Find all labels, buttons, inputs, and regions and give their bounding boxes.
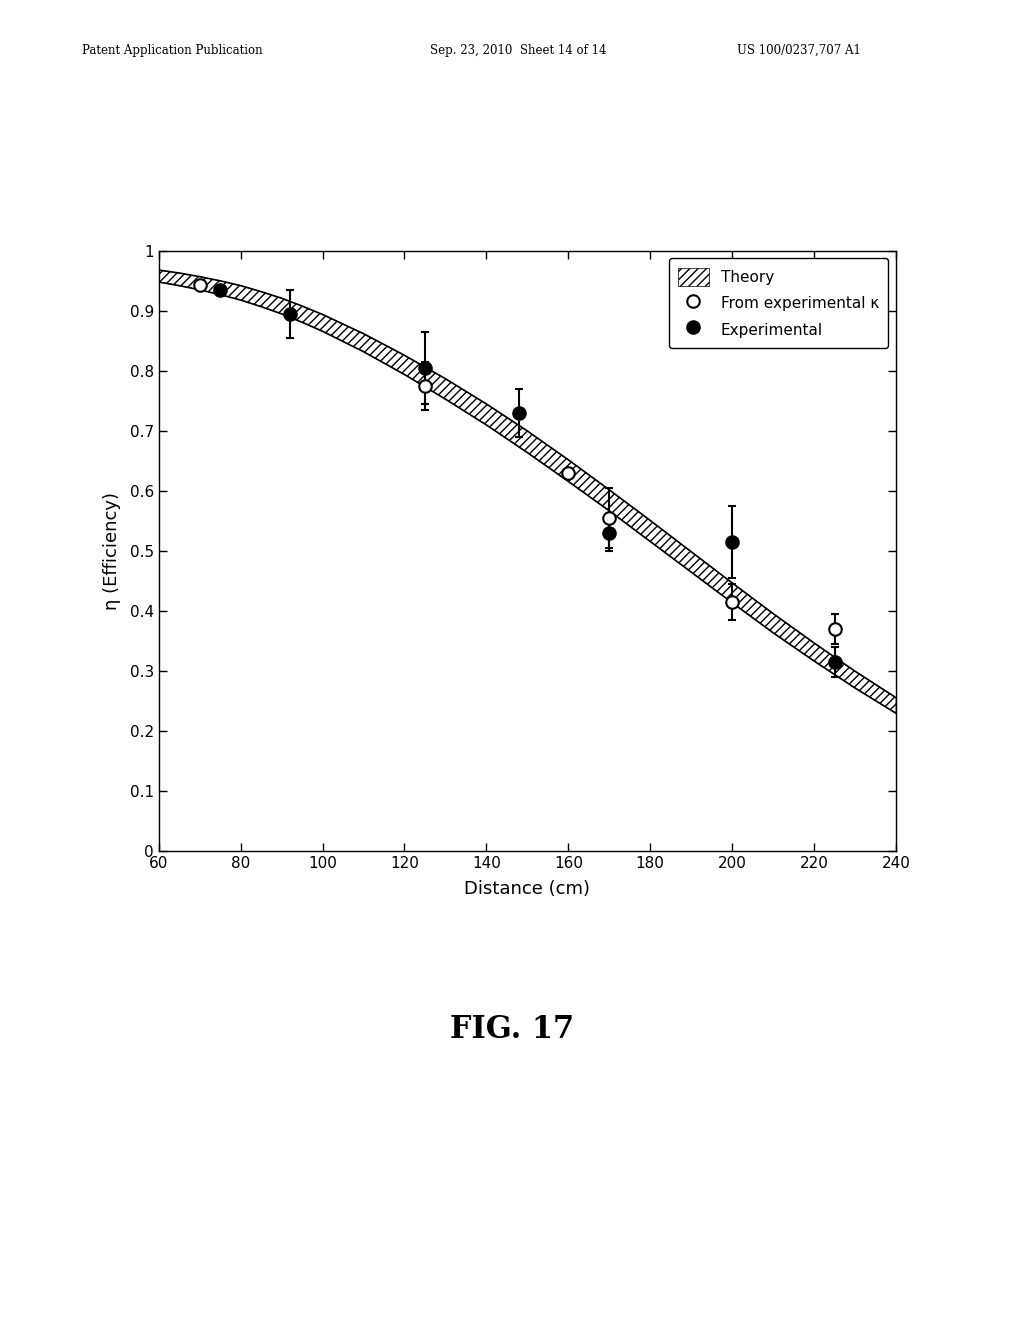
Legend: Theory, From experimental κ, Experimental: Theory, From experimental κ, Experimenta… [669,259,889,348]
Text: US 100/0237,707 A1: US 100/0237,707 A1 [737,44,861,57]
X-axis label: Distance (cm): Distance (cm) [464,879,591,898]
Text: Patent Application Publication: Patent Application Publication [82,44,262,57]
Text: Sep. 23, 2010  Sheet 14 of 14: Sep. 23, 2010 Sheet 14 of 14 [430,44,606,57]
Text: FIG. 17: FIG. 17 [450,1014,574,1045]
Y-axis label: η (Efficiency): η (Efficiency) [103,492,121,610]
